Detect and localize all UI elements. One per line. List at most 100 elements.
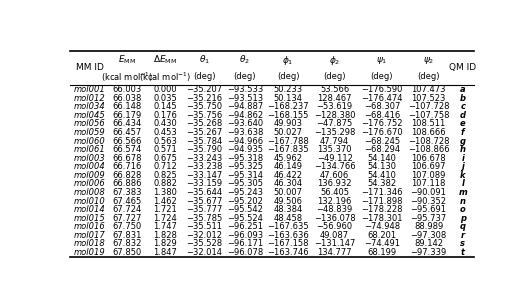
Text: $E_\mathrm{MM}$: $E_\mathrm{MM}$ [118, 54, 136, 66]
Text: −167.835: −167.835 [267, 145, 309, 154]
Text: −95.524: −95.524 [227, 214, 263, 223]
Text: −96.171: −96.171 [227, 239, 263, 249]
Text: −95.542: −95.542 [227, 205, 263, 214]
Text: 66.716: 66.716 [113, 162, 142, 171]
Text: −35.268: −35.268 [186, 119, 223, 128]
Text: −35.216: −35.216 [187, 94, 223, 103]
Text: −97.339: −97.339 [411, 248, 446, 257]
Text: −107.728: −107.728 [408, 102, 449, 111]
Text: 66.678: 66.678 [113, 154, 142, 163]
Text: −32.014: −32.014 [187, 248, 223, 257]
Text: −90.352: −90.352 [411, 196, 446, 205]
Text: mol006: mol006 [74, 179, 105, 188]
Text: 107.089: 107.089 [412, 171, 446, 180]
Text: 54.130: 54.130 [368, 162, 396, 171]
Text: d: d [460, 111, 466, 120]
Text: 48.384: 48.384 [273, 205, 303, 214]
Text: 66.574: 66.574 [113, 145, 142, 154]
Text: $\Delta E_\mathrm{MM}$: $\Delta E_\mathrm{MM}$ [153, 54, 177, 66]
Text: 136.932: 136.932 [317, 179, 352, 188]
Text: (deg): (deg) [323, 72, 346, 81]
Text: mol059: mol059 [74, 128, 105, 137]
Text: 107.118: 107.118 [412, 179, 446, 188]
Text: b: b [460, 94, 466, 103]
Text: −176.670: −176.670 [361, 128, 403, 137]
Text: mol014: mol014 [74, 205, 105, 214]
Text: t: t [461, 248, 465, 257]
Text: mol015: mol015 [74, 214, 105, 223]
Text: −178.228: −178.228 [361, 205, 403, 214]
Text: (deg): (deg) [371, 72, 393, 81]
Text: −94.935: −94.935 [227, 145, 263, 154]
Text: m: m [458, 188, 467, 197]
Text: mol001: mol001 [74, 85, 105, 94]
Text: −35.756: −35.756 [186, 111, 223, 120]
Text: −33.147: −33.147 [186, 171, 223, 180]
Text: mol017: mol017 [74, 231, 105, 240]
Text: −95.202: −95.202 [227, 196, 263, 205]
Text: n: n [460, 196, 466, 205]
Text: 1.721: 1.721 [153, 205, 177, 214]
Text: 106.678: 106.678 [411, 154, 446, 163]
Text: −107.758: −107.758 [408, 111, 449, 120]
Text: 49.903: 49.903 [273, 119, 303, 128]
Text: 89.142: 89.142 [414, 239, 443, 249]
Text: 134.777: 134.777 [317, 248, 352, 257]
Text: s: s [460, 239, 465, 249]
Text: −35.785: −35.785 [186, 214, 223, 223]
Text: mol060: mol060 [74, 136, 105, 146]
Text: −49.112: −49.112 [317, 154, 352, 163]
Text: 1.829: 1.829 [153, 239, 177, 249]
Text: 1.462: 1.462 [153, 196, 177, 205]
Text: −128.380: −128.380 [314, 111, 355, 120]
Text: −163.746: −163.746 [267, 248, 309, 257]
Text: 50.027: 50.027 [273, 128, 303, 137]
Text: −56.960: −56.960 [316, 222, 353, 231]
Text: 0.145: 0.145 [153, 102, 177, 111]
Text: 53.566: 53.566 [320, 85, 349, 94]
Text: −95.691: −95.691 [411, 205, 446, 214]
Text: −93.513: −93.513 [227, 94, 263, 103]
Text: mol008: mol008 [74, 188, 105, 197]
Text: mol034: mol034 [74, 102, 105, 111]
Text: $\phi_2$: $\phi_2$ [329, 54, 340, 67]
Text: −168.237: −168.237 [267, 102, 309, 111]
Text: mol010: mol010 [74, 196, 105, 205]
Text: i: i [461, 154, 464, 163]
Text: 66.457: 66.457 [113, 128, 142, 137]
Text: −134.766: −134.766 [314, 162, 355, 171]
Text: −95.318: −95.318 [227, 154, 263, 163]
Text: 67.750: 67.750 [113, 222, 142, 231]
Text: 67.850: 67.850 [113, 248, 142, 257]
Text: mol018: mol018 [74, 239, 105, 249]
Text: −35.784: −35.784 [186, 136, 223, 146]
Text: 1.847: 1.847 [153, 248, 177, 257]
Text: p: p [460, 214, 466, 223]
Text: −68.245: −68.245 [364, 136, 400, 146]
Text: $\psi_1$: $\psi_1$ [376, 54, 388, 65]
Text: 67.727: 67.727 [113, 214, 142, 223]
Text: q: q [460, 222, 466, 231]
Text: (kcal mol$^{-1}$): (kcal mol$^{-1}$) [139, 70, 191, 84]
Text: (deg): (deg) [193, 72, 216, 81]
Text: −176.752: −176.752 [361, 119, 403, 128]
Text: −68.307: −68.307 [364, 102, 400, 111]
Text: 66.038: 66.038 [113, 94, 142, 103]
Text: 0.675: 0.675 [153, 154, 177, 163]
Text: 49.087: 49.087 [320, 231, 349, 240]
Text: −33.159: −33.159 [187, 179, 223, 188]
Text: −93.640: −93.640 [227, 119, 263, 128]
Text: 0.571: 0.571 [153, 145, 177, 154]
Text: o: o [460, 205, 466, 214]
Text: 0.430: 0.430 [153, 119, 177, 128]
Text: e: e [460, 119, 466, 128]
Text: −94.887: −94.887 [227, 102, 263, 111]
Text: 54.140: 54.140 [368, 154, 396, 163]
Text: −94.862: −94.862 [227, 111, 263, 120]
Text: 50.233: 50.233 [273, 85, 303, 94]
Text: mol045: mol045 [74, 111, 105, 120]
Text: −35.644: −35.644 [187, 188, 223, 197]
Text: (deg): (deg) [277, 72, 299, 81]
Text: −68.294: −68.294 [364, 145, 400, 154]
Text: 49.506: 49.506 [273, 196, 303, 205]
